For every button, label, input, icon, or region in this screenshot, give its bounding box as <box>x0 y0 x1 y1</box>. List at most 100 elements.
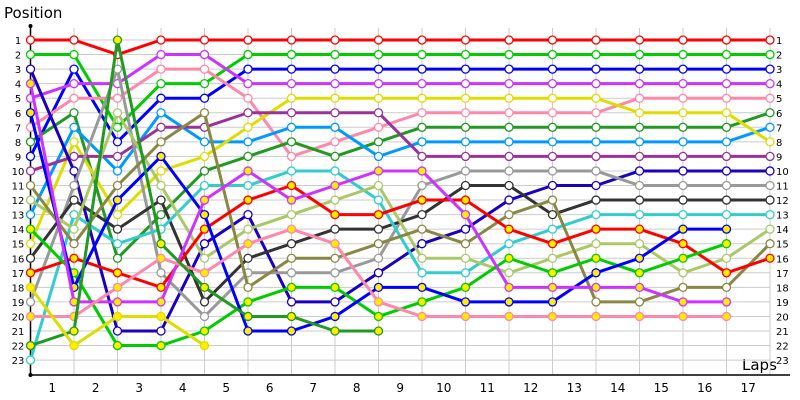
data-point <box>634 137 645 147</box>
series-line <box>30 38 770 57</box>
data-point <box>678 151 688 162</box>
y-tick-label-left: 23 <box>12 356 25 367</box>
y-tick-label-left: 21 <box>12 327 25 338</box>
data-point <box>156 297 166 307</box>
data-point <box>591 209 601 220</box>
data-point <box>721 282 732 293</box>
data-point <box>373 239 384 249</box>
y-tick-label-right: 20 <box>776 312 789 323</box>
data-point <box>721 253 732 263</box>
data-point <box>504 166 514 176</box>
data-point <box>199 340 210 351</box>
data-point <box>547 137 558 147</box>
data-point <box>69 151 79 162</box>
data-point <box>417 195 427 205</box>
x-tick-label: 13 <box>567 381 582 395</box>
data-point <box>721 166 732 176</box>
data-point <box>504 180 514 191</box>
data-point <box>243 64 253 74</box>
data-point <box>721 93 732 103</box>
data-point <box>373 297 384 307</box>
data-point <box>678 253 688 263</box>
data-point <box>156 93 166 103</box>
data-point <box>678 64 688 74</box>
data-point <box>243 137 253 147</box>
data-point <box>634 209 645 220</box>
data-point <box>373 253 384 263</box>
data-point <box>199 282 210 293</box>
data-point <box>286 253 297 263</box>
data-point <box>591 239 601 249</box>
data-point <box>199 93 210 103</box>
series-15 <box>25 180 775 293</box>
data-point <box>373 209 384 220</box>
data-point <box>330 49 340 60</box>
data-point <box>634 195 645 205</box>
data-point <box>156 311 166 322</box>
series-line <box>29 67 770 158</box>
data-point <box>373 64 384 74</box>
data-point <box>460 35 471 45</box>
series-6 <box>25 108 775 220</box>
data-point <box>417 224 427 234</box>
data-point <box>504 239 514 249</box>
data-point <box>330 326 340 336</box>
data-point <box>69 79 79 89</box>
series-19 <box>25 224 732 322</box>
data-point <box>547 224 558 234</box>
data-point <box>547 253 558 263</box>
data-point <box>25 268 36 278</box>
x-tick-label: 10 <box>436 381 451 395</box>
y-tick-label-right: 13 <box>776 211 789 222</box>
data-point <box>286 122 297 132</box>
data-point <box>25 195 36 205</box>
data-point <box>504 297 514 307</box>
y-tick-label-right: 18 <box>776 283 789 294</box>
data-point <box>765 64 775 74</box>
data-point <box>286 209 297 220</box>
data-point <box>460 151 471 162</box>
x-tick-label: 7 <box>309 381 317 395</box>
data-point <box>286 239 297 249</box>
y-tick-label-right: 15 <box>776 240 789 251</box>
data-point <box>69 326 79 336</box>
data-point <box>25 64 36 74</box>
data-point <box>634 93 645 103</box>
data-point <box>330 64 340 74</box>
data-point <box>417 49 427 60</box>
x-tick-label: 2 <box>92 381 100 395</box>
data-point <box>373 311 384 322</box>
data-point <box>460 49 471 60</box>
data-point <box>721 108 732 118</box>
data-point <box>504 64 514 74</box>
series-13 <box>25 108 775 278</box>
data-point <box>373 282 384 293</box>
data-point <box>69 49 79 60</box>
y-tick-label-right: 19 <box>776 298 789 309</box>
data-point <box>69 195 79 205</box>
data-point <box>591 64 601 74</box>
data-point <box>112 180 123 191</box>
data-point <box>286 166 297 176</box>
data-point <box>286 137 297 147</box>
data-point <box>330 35 340 45</box>
data-point <box>721 137 732 147</box>
data-point <box>765 166 775 176</box>
x-tick-label: 14 <box>610 381 625 395</box>
data-point <box>417 64 427 74</box>
data-point <box>330 282 340 293</box>
y-tick-label-right: 2 <box>776 51 782 62</box>
data-point <box>547 151 558 162</box>
data-point <box>373 79 384 89</box>
series-20 <box>25 35 384 351</box>
data-point <box>112 195 123 205</box>
data-point <box>199 49 210 60</box>
data-point <box>417 137 427 147</box>
data-point <box>112 166 123 176</box>
y-tick-label-left: 9 <box>15 152 21 163</box>
data-point <box>25 253 36 263</box>
data-point <box>765 195 775 205</box>
data-point <box>504 195 514 205</box>
data-point <box>547 239 558 249</box>
